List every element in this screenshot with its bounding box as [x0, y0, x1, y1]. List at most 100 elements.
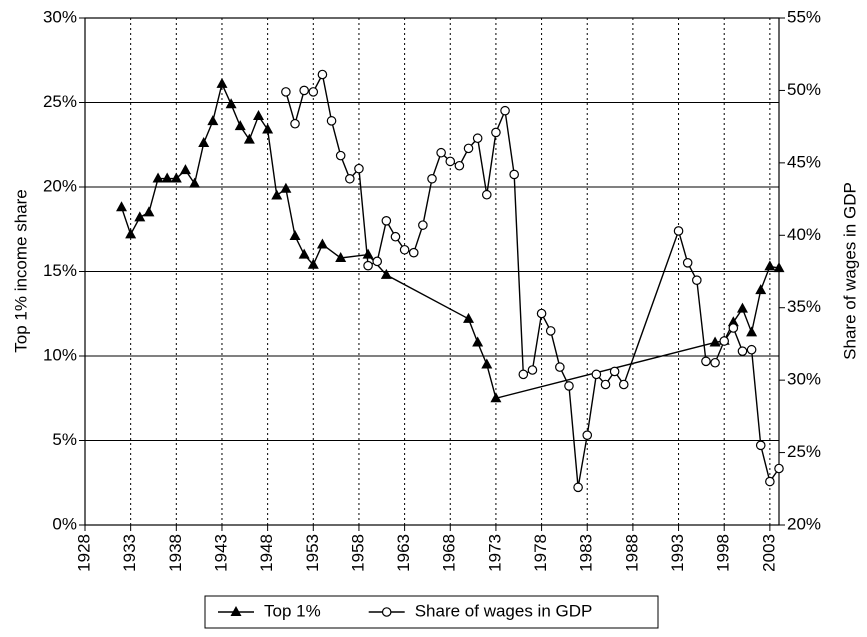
data-point: [472, 133, 483, 144]
data-point: [755, 284, 767, 295]
data-point: [280, 182, 292, 193]
data-point: [299, 85, 309, 96]
data-point: [179, 164, 191, 175]
data-point: [445, 156, 456, 167]
data-point: [243, 133, 255, 144]
data-point: [335, 150, 346, 161]
data-point: [307, 258, 319, 269]
data-point: [372, 256, 383, 267]
data-point: [545, 326, 556, 336]
data-point: [380, 268, 392, 279]
data-point: [125, 228, 137, 239]
data-point: [491, 127, 501, 138]
data-point: [472, 336, 484, 347]
data-point: [591, 369, 602, 380]
data-point: [682, 258, 693, 268]
data-point: [134, 211, 146, 222]
data-point: [345, 173, 355, 184]
data-point: [408, 247, 419, 258]
data-point: [618, 379, 629, 390]
y2-tick-label: 45%: [787, 152, 821, 171]
x-tick-label: 2003: [759, 534, 778, 572]
data-point: [764, 260, 776, 271]
data-point: [170, 172, 182, 183]
data-point: [363, 260, 373, 271]
data-point: [362, 248, 374, 259]
data-point: [773, 262, 785, 273]
data-point: [719, 336, 730, 346]
x-tick-label: 1998: [714, 534, 733, 572]
x-tick-label: 1933: [120, 534, 139, 572]
series-line: [120, 81, 780, 400]
legend-marker: [230, 606, 242, 616]
data-point: [335, 251, 347, 262]
y-tick-label: 5%: [52, 430, 77, 449]
data-point: [253, 110, 264, 121]
data-point: [710, 357, 720, 368]
data-point: [737, 346, 748, 356]
legend-marker: [381, 607, 392, 617]
data-point: [308, 87, 319, 97]
data-point: [727, 316, 739, 327]
y-tick-label: 10%: [43, 345, 77, 364]
data-point: [490, 392, 502, 403]
data-point: [143, 206, 155, 217]
data-point: [234, 120, 246, 131]
data-point: [709, 336, 721, 347]
data-point: [509, 169, 519, 180]
data-point: [427, 173, 437, 184]
x-tick-label: 1938: [166, 534, 185, 572]
legend-label: Top 1%: [264, 601, 321, 620]
data-point: [755, 440, 766, 451]
data-point: [207, 115, 219, 126]
y-tick-label: 15%: [43, 261, 77, 280]
data-point: [152, 172, 164, 183]
data-point: [728, 323, 739, 333]
data-point: [354, 163, 364, 174]
data-point: [298, 248, 310, 259]
x-tick-label: 1973: [485, 534, 504, 572]
y-tick-label: 0%: [52, 514, 77, 533]
data-point: [381, 216, 392, 226]
x-tick-label: 1988: [622, 534, 641, 572]
x-tick-label: 1993: [668, 534, 687, 572]
data-point: [500, 105, 510, 116]
data-point: [609, 366, 620, 377]
data-point: [116, 201, 128, 212]
y2-tick-label: 40%: [787, 225, 821, 244]
data-point: [692, 275, 702, 285]
y2-tick-label: 55%: [787, 7, 821, 26]
legend-box: [204, 595, 659, 629]
x-tick-label: 1958: [348, 534, 367, 572]
data-point: [673, 226, 684, 236]
legend: Top 1% Share of wages in GDP: [204, 595, 659, 629]
data-point: [736, 302, 748, 313]
y2-tick-label: 50%: [787, 80, 821, 99]
data-point: [746, 344, 757, 355]
data-point: [316, 238, 328, 249]
series-line: [285, 72, 780, 488]
y-tick-label: 25%: [43, 92, 77, 111]
data-point: [454, 160, 465, 171]
data-point: [701, 356, 711, 367]
data-point: [326, 116, 337, 126]
data-point: [289, 230, 301, 241]
y2-tick-label: 35%: [787, 297, 821, 316]
data-point: [399, 244, 410, 255]
x-tick-label: 1968: [440, 534, 459, 572]
x-tick-label: 1978: [531, 534, 550, 572]
y2-axis-title: Share of wages in GDP: [840, 182, 859, 360]
x-tick-label: 1943: [211, 534, 230, 572]
data-point: [198, 137, 210, 148]
data-point: [518, 369, 529, 380]
data-point: [746, 326, 758, 337]
data-point: [189, 177, 201, 188]
data-point: [463, 312, 475, 323]
data-point: [573, 482, 583, 493]
data-point: [774, 463, 784, 474]
y-tick-label: 30%: [43, 7, 77, 26]
y-axis-title: Top 1% income share: [11, 189, 30, 352]
data-point: [281, 87, 291, 97]
x-tick-label: 1953: [303, 534, 322, 572]
